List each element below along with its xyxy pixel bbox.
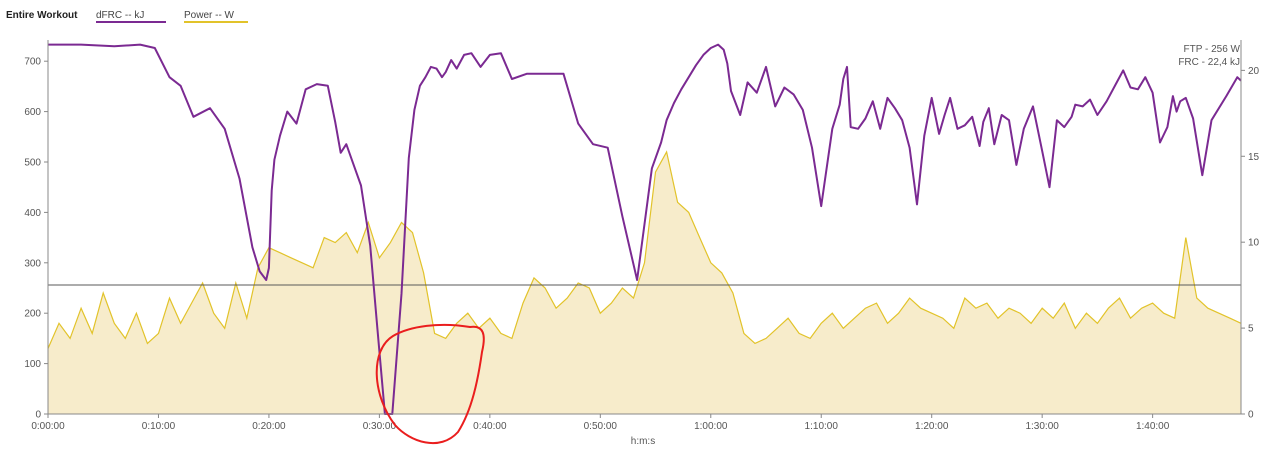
- x-tick-label: 0:00:00: [31, 421, 65, 432]
- x-tick-label: 0:40:00: [473, 421, 507, 432]
- ftp-annotation: FTP - 256 W: [1184, 44, 1241, 55]
- y-left-tick-label: 100: [24, 359, 41, 370]
- y-right-tick-label: 15: [1248, 152, 1260, 163]
- y-right-tick-label: 5: [1248, 324, 1254, 335]
- dfrc-line: [48, 43, 1242, 415]
- x-tick-label: 1:00:00: [694, 421, 728, 432]
- frc-annotation: FRC - 22,4 kJ: [1178, 57, 1240, 68]
- x-axis-title: h:m:s: [631, 436, 655, 447]
- y-right-tick-label: 20: [1248, 66, 1260, 77]
- y-right-tick-label: 10: [1248, 238, 1260, 249]
- x-tick-label: 0:30:00: [363, 421, 397, 432]
- highlight-circle-annotation: [375, 323, 485, 445]
- x-tick-label: 0:10:00: [142, 421, 176, 432]
- x-tick-label: 0:50:00: [584, 421, 618, 432]
- y-left-tick-label: 400: [24, 208, 41, 219]
- power-series-layer: [47, 150, 1242, 414]
- y-right-tick-label: 0: [1248, 410, 1254, 421]
- x-tick-label: 1:10:00: [805, 421, 839, 432]
- legend-item-power[interactable]: Power -- W: [184, 10, 248, 23]
- x-tick-label: 1:30:00: [1025, 421, 1059, 432]
- legend-item-dfrc[interactable]: dFRC -- kJ: [96, 10, 166, 23]
- power-area: [48, 151, 1241, 414]
- axes: 0 100 200 300 400 500 600 700 0 5 10 15 20 0:00:00 0:1…: [24, 40, 1260, 432]
- threshold-annotation: FTP - 256 W FRC - 22,4 kJ: [1178, 44, 1240, 68]
- x-tick-label: 1:40:00: [1136, 421, 1170, 432]
- legend-label-power: Power -- W: [184, 10, 235, 21]
- y-left-tick-label: 300: [24, 258, 41, 269]
- y-left-tick-label: 0: [35, 410, 41, 421]
- x-tick-label: 1:20:00: [915, 421, 949, 432]
- y-left-tick-label: 600: [24, 107, 41, 118]
- legend-label-dfrc: dFRC -- kJ: [96, 10, 144, 21]
- dfrc-series-layer: [48, 43, 1242, 415]
- legend: Entire Workout dFRC -- kJ Power -- W: [6, 10, 248, 23]
- legend-title: Entire Workout: [6, 10, 78, 21]
- y-left-tick-label: 500: [24, 158, 41, 169]
- y-left-tick-label: 200: [24, 309, 41, 320]
- x-tick-label: 0:20:00: [252, 421, 286, 432]
- power-line: [47, 150, 1242, 349]
- y-left-tick-label: 700: [24, 57, 41, 68]
